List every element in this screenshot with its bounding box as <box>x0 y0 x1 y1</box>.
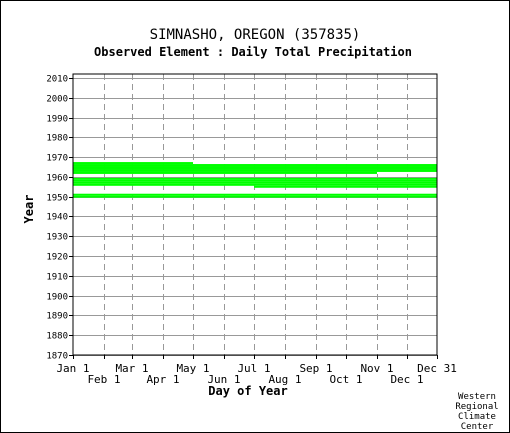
y-tick-label: 1940 <box>46 213 68 223</box>
y-tick-label: 1930 <box>46 233 68 243</box>
y-tick-label: 1980 <box>46 134 68 144</box>
x-tick-label: Dec 1 <box>390 373 423 386</box>
observed-year-bar <box>73 177 437 180</box>
y-tick-label: 1900 <box>46 293 68 303</box>
x-tick-label: Apr 1 <box>146 373 179 386</box>
y-tick-labels: 1870 1880 1890 1900 1910 1920 1930 1940 1950 1960… <box>46 75 73 362</box>
observed-year-bar <box>73 169 437 172</box>
observed-year-bar <box>73 183 437 186</box>
grid-layer <box>73 74 437 356</box>
observed-year-bar <box>73 164 437 167</box>
y-tick-label: 1950 <box>46 194 68 204</box>
observed-year-bar <box>73 195 437 198</box>
x-tick-label: May 1 <box>176 362 209 375</box>
observed-year-bar <box>73 166 437 168</box>
x-tick-label: Jul 1 <box>237 362 270 375</box>
y-tick-label: 1910 <box>46 273 68 283</box>
x-tick-label: Dec 31 <box>417 362 457 375</box>
y-tick-label: 1990 <box>46 115 68 125</box>
observed-year-bar <box>73 171 377 174</box>
y-tick-label: 2010 <box>46 75 68 85</box>
credit-line-2: Regional <box>455 402 498 412</box>
y-tick-label: 1970 <box>46 154 68 164</box>
chart-title: SIMNASHO, OREGON (357835) <box>150 27 361 43</box>
y-tick-label: 2000 <box>46 95 68 105</box>
x-tick-label: Jan 1 <box>56 362 89 375</box>
x-tick-label: Oct 1 <box>329 373 362 386</box>
observed-year-bar <box>73 162 193 165</box>
observed-year-bar <box>73 181 437 184</box>
y-tick-label: 1880 <box>46 332 68 342</box>
y-tick-label: 1890 <box>46 312 68 322</box>
y-axis-label: Year <box>22 195 36 224</box>
x-tick-label: Mar 1 <box>115 362 148 375</box>
x-tick-label: Jun 1 <box>207 373 240 386</box>
wrcc-credit: Western Regional Climate Center <box>455 392 498 432</box>
chart-subtitle: Observed Element : Daily Total Precipita… <box>94 45 412 59</box>
observed-year-bar <box>73 193 437 196</box>
data-bars-layer <box>73 162 437 198</box>
x-tick-label: Aug 1 <box>268 373 301 386</box>
y-tick-label: 1960 <box>46 174 68 184</box>
x-tick-label: Nov 1 <box>360 362 393 375</box>
x-tick-label: Feb 1 <box>87 373 120 386</box>
y-tick-label: 1920 <box>46 253 68 263</box>
x-axis-label: Day of Year <box>208 384 287 398</box>
observed-year-bar <box>254 185 437 188</box>
credit-line-4: Center <box>461 422 494 432</box>
x-tick-labels: Jan 1 Mar 1 May 1 Jul 1 Sep 1 Nov 1 Dec 31 Feb … <box>56 355 457 386</box>
credit-line-3: Climate <box>458 412 496 422</box>
x-tick-label: Sep 1 <box>299 362 332 375</box>
observed-year-bar <box>73 179 437 182</box>
observed-year-bar <box>73 167 437 170</box>
credit-line-1: Western <box>458 392 496 402</box>
y-tick-label: 1870 <box>46 352 68 362</box>
